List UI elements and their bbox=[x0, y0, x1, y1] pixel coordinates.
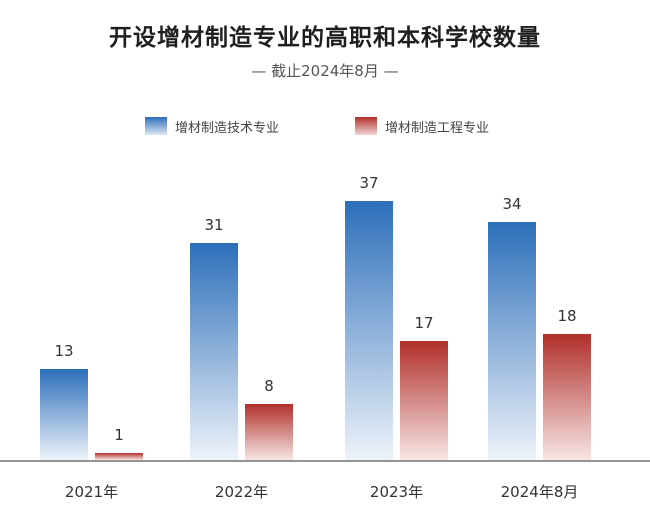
data-label-series-1-3: 37 bbox=[359, 174, 378, 192]
data-label-series-1-2: 31 bbox=[204, 216, 223, 234]
data-label-series-1-4: 34 bbox=[502, 195, 521, 213]
bar-series-1-3 bbox=[345, 201, 393, 460]
data-label-series-1-1: 13 bbox=[54, 342, 73, 360]
bar-series-1-1 bbox=[40, 369, 88, 460]
legend-swatch-red bbox=[355, 117, 377, 135]
x-tick-label-1: 2021年 bbox=[65, 483, 118, 501]
legend-item-series-2: 增材制造工程专业 bbox=[355, 117, 490, 136]
legend-item-series-1: 增材制造技术专业 bbox=[145, 117, 280, 136]
legend-label-series-2: 增材制造工程专业 bbox=[385, 120, 490, 136]
bar-series-1-4 bbox=[488, 222, 536, 460]
legend-label-series-1: 增材制造技术专业 bbox=[175, 120, 280, 136]
data-label-series-2-4: 18 bbox=[557, 307, 576, 325]
bar-series-2-2 bbox=[245, 404, 293, 460]
x-tick-label-4: 2024年8月 bbox=[501, 483, 579, 501]
data-label-series-2-1: 1 bbox=[114, 426, 124, 444]
bar-series-2-3 bbox=[400, 341, 448, 460]
bar-series-2-4 bbox=[543, 334, 591, 460]
x-tick-label-3: 2023年 bbox=[370, 483, 423, 501]
bar-series-2-1 bbox=[95, 453, 143, 460]
data-label-series-2-3: 17 bbox=[414, 314, 433, 332]
data-label-series-2-2: 8 bbox=[264, 377, 274, 395]
bar-series-1-2 bbox=[190, 243, 238, 460]
chart-subtitle: — 截止2024年8月 — bbox=[251, 62, 399, 80]
legend-swatch-blue bbox=[145, 117, 167, 135]
chart-title: 开设增材制造专业的高职和本科学校数量 bbox=[109, 25, 541, 51]
x-tick-label-2: 2022年 bbox=[215, 483, 268, 501]
